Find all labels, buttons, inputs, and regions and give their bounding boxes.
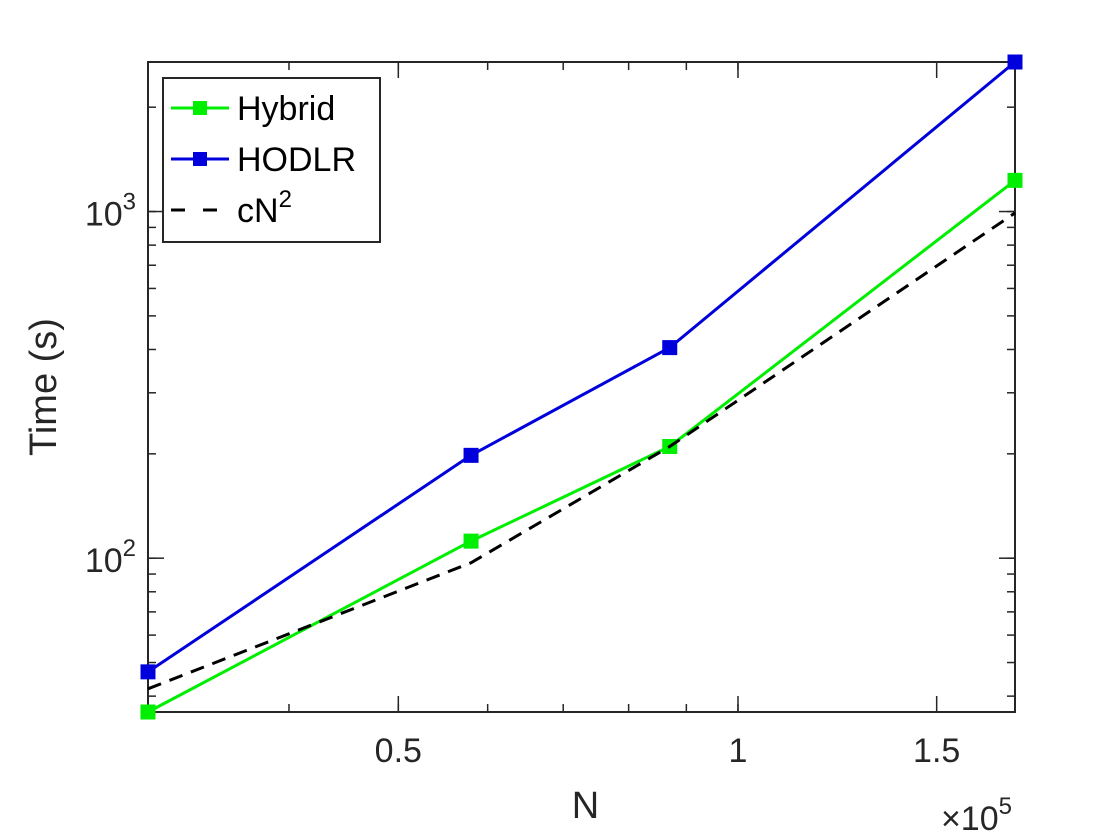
y-tick-label: 102 <box>85 535 136 580</box>
x-tick-label: 1 <box>729 732 748 770</box>
data-point-hodlr <box>140 664 156 680</box>
y-axis-label: Time (s) <box>23 318 65 456</box>
data-point-hybrid <box>1007 172 1023 188</box>
plot-area <box>140 54 1023 720</box>
data-point-hybrid <box>140 704 156 720</box>
x-axis-multiplier: ×105 <box>941 793 1012 838</box>
data-point-hodlr <box>1007 54 1023 70</box>
x-axis-label: N <box>572 785 599 827</box>
series-line-hodlr <box>147 60 1016 674</box>
legend: Hybrid HODLR cN2 <box>162 77 381 243</box>
data-point-hodlr <box>463 447 479 463</box>
x-tick-label: 0.5 <box>375 732 422 770</box>
legend-label-hodlr: HODLR <box>237 141 356 179</box>
legend-label-cn: cN2 <box>237 186 292 230</box>
legend-marker-hybrid <box>193 101 207 115</box>
legend-label-hybrid: Hybrid <box>237 90 335 128</box>
series-line-cn <box>147 211 1016 691</box>
data-point-hodlr <box>662 340 678 356</box>
x-tick-label: 1.5 <box>913 732 960 770</box>
legend-marker-hodlr <box>193 152 207 166</box>
y-tick-label: 103 <box>85 189 136 234</box>
data-point-hybrid <box>463 533 479 549</box>
